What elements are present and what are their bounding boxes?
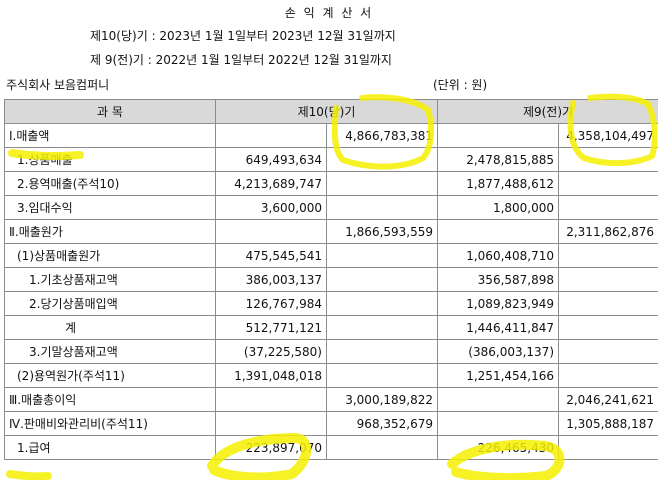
current-detail: 475,545,541 [215,243,327,268]
prior-total [558,195,658,220]
current-total [325,363,439,388]
current-detail: (37,225,580) [215,339,327,364]
prior-total [558,147,658,172]
prior-detail [437,123,560,148]
prior-detail [437,411,560,436]
prior-detail: 1,800,000 [437,195,560,220]
table-row: (2)용역원가(주석11) 1,391,048,018 1,251,454,166 [4,363,658,388]
current-detail [215,219,327,244]
current-detail: 1,391,048,018 [215,363,327,388]
current-total: 3,000,189,822 [325,387,439,412]
current-total [325,339,439,364]
account-label: 2.당기상품매입액 [4,291,216,316]
account-label: 계 [4,315,216,340]
account-label: 3.기말상품재고액 [4,339,216,364]
current-detail: 4,213,689,747 [215,171,327,196]
table-row: Ⅳ.판매비와관리비(주석11) 968,352,679 1,305,888,187 [4,411,658,436]
table-header-row: 과 목 제10(당)기 제9(전)기 [4,99,658,124]
prior-total [558,267,658,292]
table-row: 3.임대수익 3,600,000 1,800,000 [4,195,658,220]
current-total: 4,866,783,381 [325,123,439,148]
prior-detail: 2,478,815,885 [437,147,560,172]
current-detail: 512,771,121 [215,315,327,340]
table-row: 1.상품매출 649,493,634 2,478,815,885 [4,147,658,172]
current-detail [215,411,327,436]
current-detail [215,123,327,148]
prior-total [558,339,658,364]
current-total [325,171,439,196]
prior-total: 2,311,862,876 [558,219,658,244]
current-total [325,243,439,268]
prior-total: 1,305,888,187 [558,411,658,436]
current-total: 968,352,679 [325,411,439,436]
prior-total [558,315,658,340]
header-current-period: 제10(당)기 [214,99,439,124]
account-label: Ⅰ.매출액 [4,123,216,148]
prior-detail: 226,465,430 [437,435,560,460]
prior-detail: 1,060,408,710 [437,243,560,268]
prior-detail: 356,587,898 [437,267,560,292]
current-detail: 649,493,634 [215,147,327,172]
table-row: Ⅱ.매출원가 1,866,593,559 2,311,862,876 [4,219,658,244]
account-label: Ⅲ.매출총이익 [4,387,216,412]
highlight-mark-salary-label [6,470,52,480]
unit-label: (단위 : 원) [433,78,488,92]
period-prior: 제 9(전)기 : 2022년 1월 1일부터 2022년 12월 31일까지 [90,53,392,67]
current-detail: 223,897,070 [215,435,327,460]
prior-detail [437,387,560,412]
table-row: Ⅲ.매출총이익 3,000,189,822 2,046,241,621 [4,387,658,412]
current-detail [215,387,327,412]
header-prior-period: 제9(전)기 [437,99,658,124]
table-row: 2.당기상품매입액 126,767,984 1,089,823,949 [4,291,658,316]
table-row: 2.용역매출(주석10) 4,213,689,747 1,877,488,612 [4,171,658,196]
header-account: 과 목 [4,99,216,124]
table-row: 1.급여 223,897,070 226,465,430 [4,435,658,460]
income-statement-table: 과 목 제10(당)기 제9(전)기 Ⅰ.매출액 4,866,783,381 4,3… [4,99,658,460]
account-label: 1.기초상품재고액 [4,267,216,292]
current-total [325,267,439,292]
account-label: 1.급여 [4,435,216,460]
prior-detail: 1,877,488,612 [437,171,560,196]
current-total: 1,866,593,559 [325,219,439,244]
current-total [325,195,439,220]
account-label: Ⅳ.판매비와관리비(주석11) [4,411,216,436]
table-row: 3.기말상품재고액 (37,225,580) (386,003,137) [4,339,658,364]
current-detail: 3,600,000 [215,195,327,220]
current-total [325,435,439,460]
table-row: Ⅰ.매출액 4,866,783,381 4,358,104,497 [4,123,658,148]
prior-total [558,243,658,268]
table-row: 계 512,771,121 1,446,411,847 [4,315,658,340]
current-total [325,147,439,172]
prior-total: 4,358,104,497 [558,123,658,148]
prior-total [558,435,658,460]
current-total [325,291,439,316]
company-name: 주식회사 보음컴퍼니 [6,78,110,92]
prior-detail: 1,251,454,166 [437,363,560,388]
table-row: 1.기초상품재고액 386,003,137 356,587,898 [4,267,658,292]
current-detail: 126,767,984 [215,291,327,316]
current-total [325,315,439,340]
account-label: 1.상품매출 [4,147,216,172]
prior-detail: (386,003,137) [437,339,560,364]
statement-title: 손 익 계 산 서 [284,6,374,20]
current-detail: 386,003,137 [215,267,327,292]
prior-total: 2,046,241,621 [558,387,658,412]
prior-detail [437,219,560,244]
period-current: 제10(당)기 : 2023년 1월 1일부터 2023년 12월 31일까지 [90,29,396,43]
prior-total [558,291,658,316]
account-label: Ⅱ.매출원가 [4,219,216,244]
prior-detail: 1,089,823,949 [437,291,560,316]
prior-detail: 1,446,411,847 [437,315,560,340]
account-label: (1)상품매출원가 [4,243,216,268]
table-row: (1)상품매출원가 475,545,541 1,060,408,710 [4,243,658,268]
account-label: 3.임대수익 [4,195,216,220]
account-label: 2.용역매출(주석10) [4,171,216,196]
account-label: (2)용역원가(주석11) [4,363,216,388]
prior-total [558,171,658,196]
prior-total [558,363,658,388]
